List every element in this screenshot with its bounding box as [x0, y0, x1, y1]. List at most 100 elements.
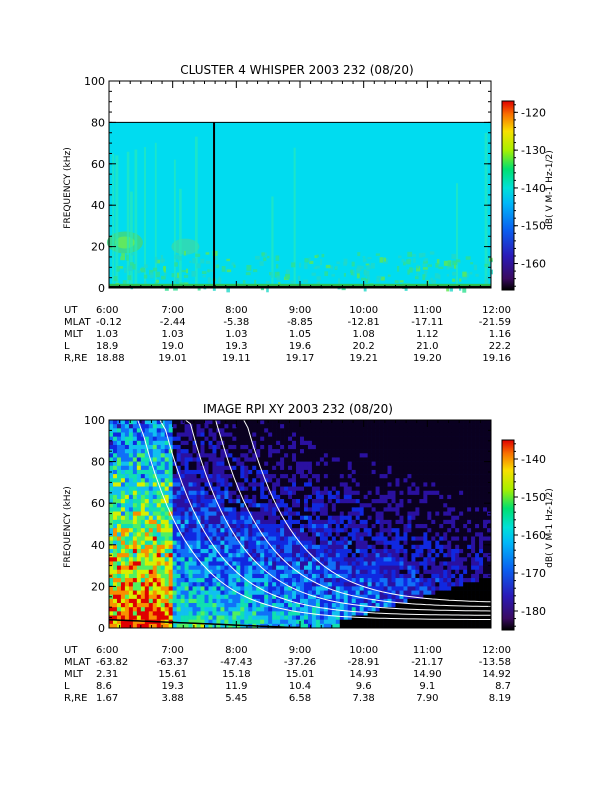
panel-2-cell: [137, 457, 141, 461]
panel-2-cell: [173, 578, 177, 582]
panel-2-cell: [320, 445, 324, 449]
panel-2-cell: [455, 499, 459, 503]
panel-2-cell: [336, 611, 340, 615]
panel-2-cell: [332, 457, 336, 461]
panel-2-cell: [463, 474, 467, 478]
panel-2-cell: [181, 599, 185, 603]
panel-2-cell: [252, 507, 256, 511]
panel-2-cell: [121, 595, 125, 599]
panel-2-cell: [435, 424, 439, 428]
panel-2-cell: [276, 491, 280, 495]
panel-2-cell: [232, 445, 236, 449]
panel-2-cell: [407, 524, 411, 528]
panel-2-cell: [415, 424, 419, 428]
panel-2-cell: [288, 616, 292, 620]
panel-2-cell: [399, 570, 403, 574]
panel-2-cell: [169, 457, 173, 461]
panel-2-cell: [411, 441, 415, 445]
panel-2-cell: [153, 482, 157, 486]
panel-2-cell: [356, 495, 360, 499]
panel-2-cell: [173, 582, 177, 586]
panel-2-cell: [173, 574, 177, 578]
panel-2-cell: [344, 524, 348, 528]
panel-2-cell: [113, 570, 117, 574]
panel-2-cell: [304, 566, 308, 570]
panel-2-cell: [244, 545, 248, 549]
panel-2-cell: [427, 512, 431, 516]
panel-2-cell: [344, 595, 348, 599]
panel-2-cell: [220, 574, 224, 578]
panel-2-cell: [399, 578, 403, 582]
panel-2-cell: [380, 553, 384, 557]
panel-2-cell: [463, 524, 467, 528]
panel-2-cell: [141, 445, 145, 449]
panel-2-cell: [197, 599, 201, 603]
panel-2-cell: [268, 424, 272, 428]
panel-2-cell: [384, 516, 388, 520]
panel-2-cell: [264, 582, 268, 586]
panel-2-cell: [336, 520, 340, 524]
panel-2-cell: [372, 512, 376, 516]
panel-2-cell: [439, 512, 443, 516]
panel-2-cell: [197, 591, 201, 595]
panel-2-cell: [232, 507, 236, 511]
panel-2-cell: [392, 603, 396, 607]
panel-2-cell: [312, 541, 316, 545]
panel-2-cell: [272, 532, 276, 536]
panel-2-cell: [264, 586, 268, 590]
panel-2-cell: [212, 586, 216, 590]
panel-2-cell: [320, 457, 324, 461]
panel-2-cell: [133, 520, 137, 524]
panel-2-cell: [360, 524, 364, 528]
panel-2-cell: [300, 507, 304, 511]
panel-2-cell: [208, 616, 212, 620]
panel-2-cell: [157, 607, 161, 611]
panel-2-cell: [240, 487, 244, 491]
panel-2-cell: [189, 570, 193, 574]
panel-2-cell: [264, 428, 268, 432]
panel-2-cell: [419, 532, 423, 536]
panel-2-cell: [109, 424, 113, 428]
panel-2-cell: [280, 453, 284, 457]
panel-2-cell: [205, 611, 209, 615]
panel-2-cell: [388, 470, 392, 474]
panel-2-cell: [133, 441, 137, 445]
panel-2-cell: [455, 428, 459, 432]
panel-1-ephem-value: 20.2: [353, 341, 375, 352]
panel-2-cell: [292, 574, 296, 578]
panel-2-cell: [137, 516, 141, 520]
panel-2-cell: [121, 424, 125, 428]
panel-1-noise-cell: [367, 257, 371, 259]
panel-2-cell: [364, 482, 368, 486]
panel-1-noise-cell: [474, 265, 477, 271]
panel-2-cell: [392, 545, 396, 549]
panel-2-cell: [324, 516, 328, 520]
panel-2-cell: [431, 428, 435, 432]
panel-2-cell: [125, 503, 129, 507]
panel-2-cell: [205, 432, 209, 436]
panel-2-cell: [384, 524, 388, 528]
panel-2-cell: [372, 545, 376, 549]
panel-2-cell: [451, 503, 455, 507]
panel-2-cell: [121, 428, 125, 432]
panel-cluster: CLUSTER 4 WHISPER 2003 232 (08/20) FREQU…: [63, 63, 555, 364]
panel-2-cell: [224, 432, 228, 436]
panel-2-cell: [360, 591, 364, 595]
panel-2-cell: [244, 516, 248, 520]
panel-2-cell: [232, 491, 236, 495]
panel-2-cell: [407, 620, 411, 624]
panel-2-cell: [141, 462, 145, 466]
panel-2-cell: [328, 524, 332, 528]
panel-2-cell: [212, 503, 216, 507]
panel-2-cell: [419, 428, 423, 432]
panel-2-cell: [463, 437, 467, 441]
panel-2-cell: [459, 449, 463, 453]
panel-2-cell: [435, 445, 439, 449]
panel-2-cell: [312, 620, 316, 624]
panel-1-ephem-value: 1.08: [353, 329, 375, 340]
panel-2-cell: [208, 449, 212, 453]
panel-2-cell: [153, 520, 157, 524]
panel-2-cell: [129, 524, 133, 528]
panel-2-cell: [328, 578, 332, 582]
panel-2-cell: [141, 591, 145, 595]
